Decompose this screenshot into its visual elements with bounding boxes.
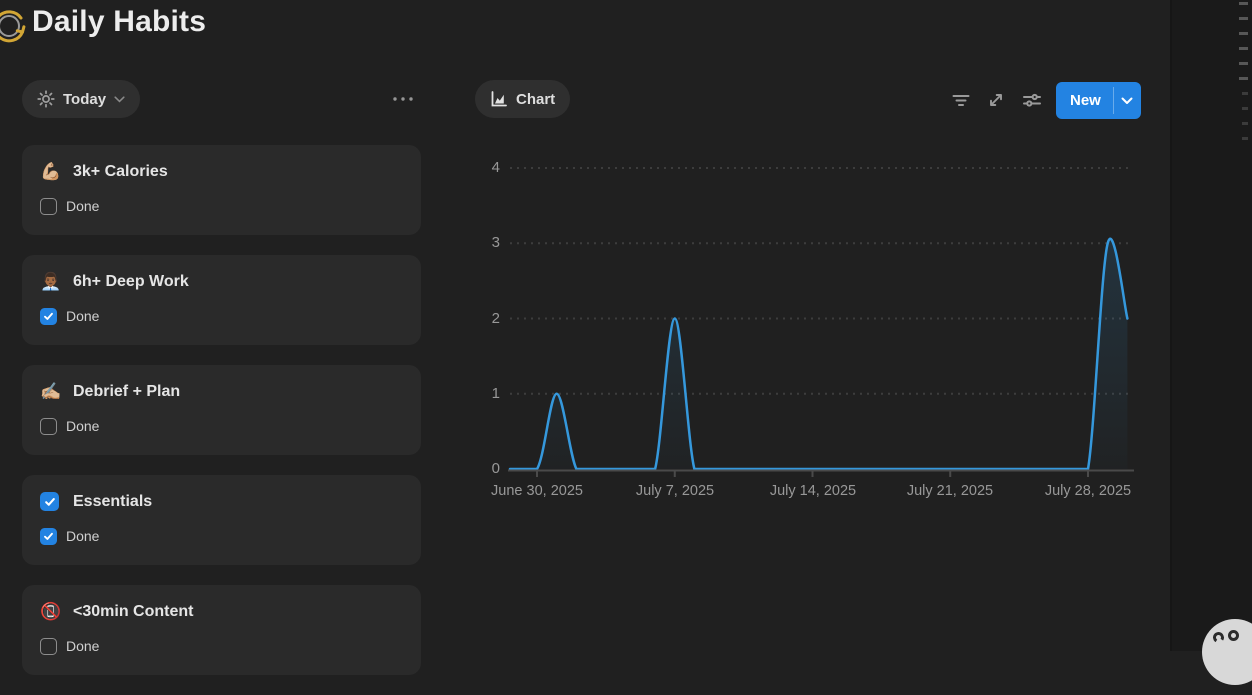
habit-title: <30min Content [73, 602, 194, 620]
background-dotted-gridline [1242, 92, 1248, 152]
filter-button[interactable] [950, 89, 974, 111]
tab-chart[interactable]: Chart [475, 80, 571, 118]
habit-title: 3k+ Calories [73, 162, 168, 180]
assistant-face-button[interactable] [1202, 619, 1252, 685]
expand-button[interactable] [986, 89, 1010, 111]
habits-line-chart: 0 1 2 3 4 June 30, 2025 July 7, 2025 July 14, 2… [462, 140, 1152, 512]
done-checkbox[interactable] [40, 197, 57, 215]
new-button-group[interactable]: New [1056, 82, 1141, 119]
essentials-title-checkbox[interactable] [40, 492, 59, 511]
done-checkbox-row[interactable]: Done [40, 527, 403, 545]
no-mobile-phones-emoji: 📵 [40, 602, 62, 621]
view-selector-label: Today [63, 90, 107, 108]
y-axis-tick-label: 4 [491, 159, 500, 176]
expand-diagonal-icon [986, 90, 1010, 110]
new-dropdown-button[interactable] [1114, 82, 1141, 119]
series-area-fill [510, 238, 1128, 469]
view-selector-today[interactable]: Today [22, 80, 141, 118]
habit-title: 6h+ Deep Work [73, 272, 189, 290]
chart-canvas [508, 167, 1134, 477]
done-label: Done [66, 198, 100, 214]
y-axis-tick-label: 3 [491, 234, 500, 251]
writing-hand-emoji: ✍🏼 [40, 382, 62, 401]
done-label: Done [66, 418, 100, 434]
chevron-down-icon [1121, 97, 1133, 104]
done-checkbox-row[interactable]: Done [40, 197, 403, 215]
series-line [508, 238, 1129, 471]
done-checkbox[interactable] [40, 417, 57, 435]
background-dotted-gridline [1239, 2, 1248, 92]
sliders-icon [1021, 90, 1045, 110]
habit-card-3k-calories[interactable]: 💪🏼 3k+ Calories Done [22, 145, 421, 235]
done-checkbox-row[interactable]: Done [40, 637, 403, 655]
area-chart-icon [490, 90, 508, 108]
page-icon-habit-loop [0, 8, 27, 44]
filter-icon [950, 90, 974, 110]
tab-chart-label: Chart [516, 90, 556, 108]
x-axis-tick-label: July 14, 2025 [769, 483, 857, 499]
right-edge-strip [1170, 0, 1252, 685]
new-button[interactable]: New [1070, 92, 1101, 109]
habit-title: Debrief + Plan [73, 382, 181, 400]
habit-card-essentials[interactable]: Essentials Done [22, 475, 421, 565]
done-checkbox[interactable] [40, 637, 57, 655]
done-label: Done [66, 638, 100, 654]
y-axis-tick-label: 1 [491, 385, 500, 402]
x-axis-tick-label: July 28, 2025 [1044, 483, 1132, 499]
chart-settings-button[interactable] [1021, 89, 1045, 111]
done-checkbox[interactable] [40, 307, 57, 325]
done-checkbox-row[interactable]: Done [40, 307, 403, 325]
x-axis-tick-label: July 21, 2025 [906, 483, 994, 499]
y-axis-tick-label: 2 [491, 310, 500, 327]
flexed-biceps-emoji: 💪🏼 [40, 162, 62, 181]
done-label: Done [66, 528, 100, 544]
habit-title: Essentials [73, 492, 153, 510]
habit-card-list: 💪🏼 3k+ Calories Done 👨🏾‍💼 6h+ Deep Work … [22, 145, 421, 695]
habit-card-deep-work[interactable]: 👨🏾‍💼 6h+ Deep Work Done [22, 255, 421, 345]
done-checkbox[interactable] [40, 527, 57, 545]
x-axis-tick-label: June 30, 2025 [491, 483, 583, 499]
ellipsis-icon [388, 96, 418, 102]
chevron-down-icon [114, 95, 125, 103]
y-axis-tick-label: 0 [491, 460, 500, 477]
office-worker-emoji: 👨🏾‍💼 [40, 272, 62, 291]
x-axis-tick-label: July 7, 2025 [635, 483, 715, 499]
sun-icon [37, 90, 55, 108]
done-label: Done [66, 308, 100, 324]
new-button-divider [1112, 87, 1114, 114]
assistant-eye-icon [1228, 630, 1239, 641]
habit-card-debrief-plan[interactable]: ✍🏼 Debrief + Plan Done [22, 365, 421, 455]
habit-card-30min-content[interactable]: 📵 <30min Content Done [22, 585, 421, 675]
assistant-eye-icon [1211, 630, 1226, 645]
page-title: Daily Habits [32, 5, 207, 38]
more-options-button[interactable] [388, 88, 418, 110]
done-checkbox-row[interactable]: Done [40, 417, 403, 435]
